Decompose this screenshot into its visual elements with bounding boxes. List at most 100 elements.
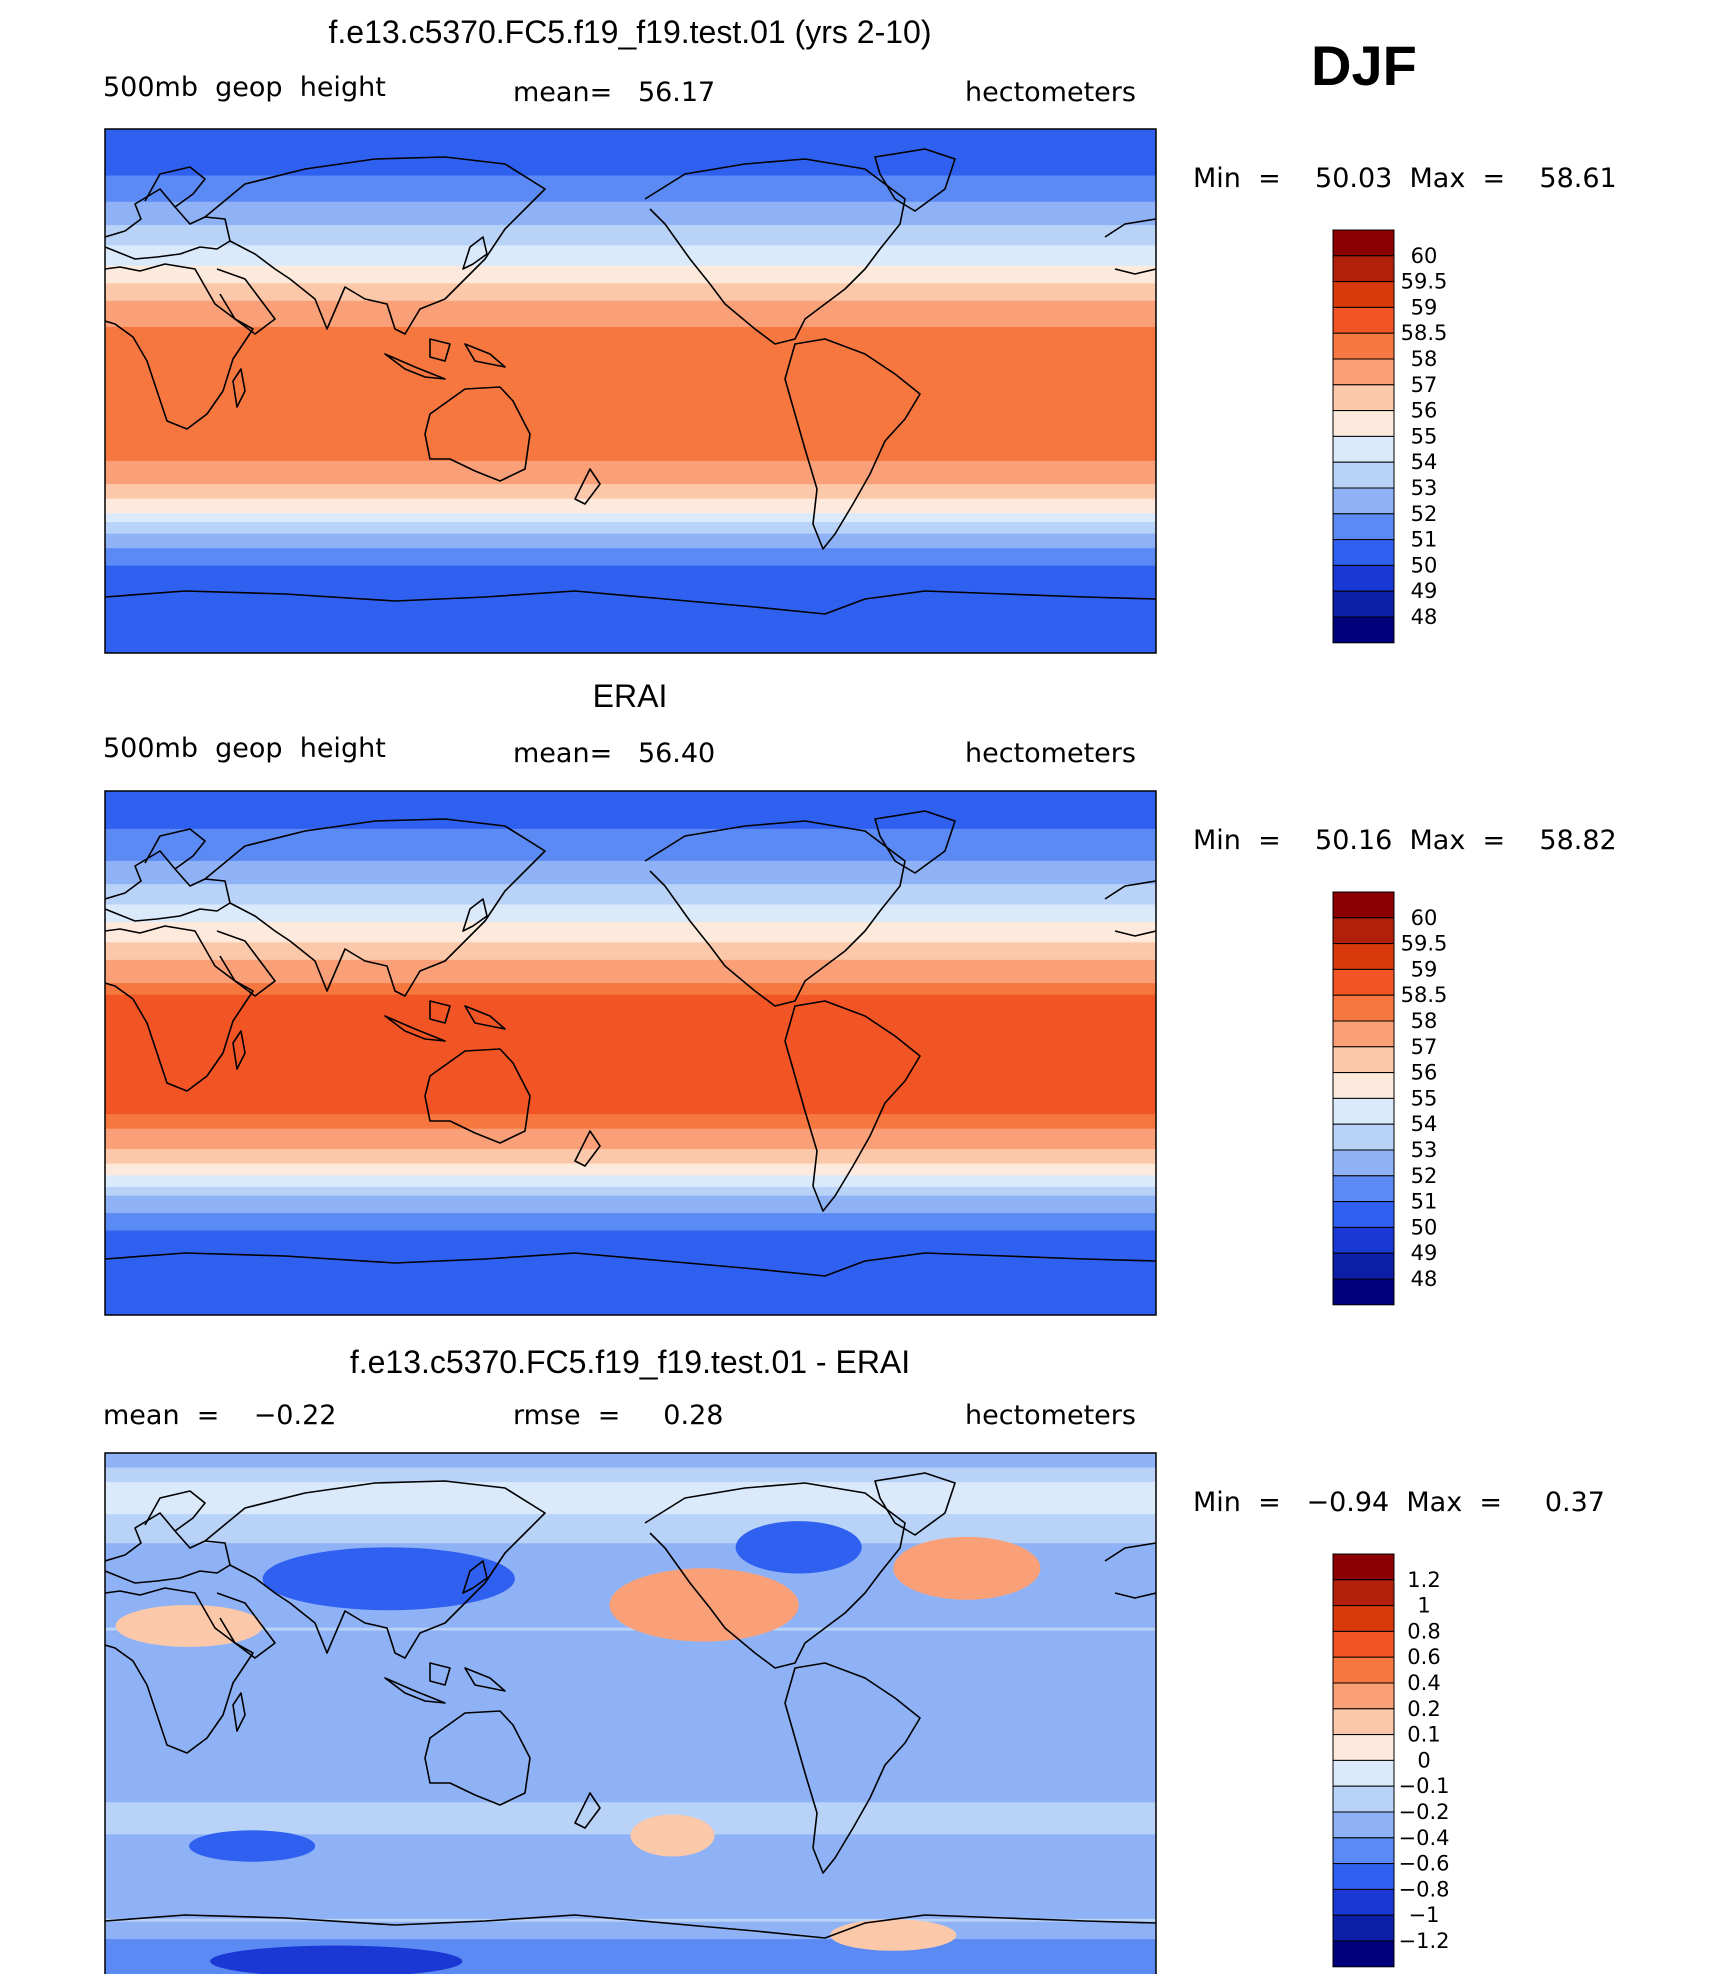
contour-band — [105, 551, 1156, 555]
colorbar-swatch — [1332, 1682, 1395, 1710]
contour-band — [105, 1493, 1156, 1498]
contour-band — [105, 1869, 1156, 1873]
contour-band — [105, 860, 1156, 865]
contour-band — [105, 219, 1156, 223]
contour-band — [105, 793, 1156, 798]
contour-band — [105, 172, 1156, 177]
contour-band — [105, 533, 1156, 538]
contour-band — [105, 1140, 1156, 1144]
contour-band — [105, 1151, 1156, 1156]
contour-band — [105, 1802, 1156, 1806]
contour-band — [105, 1041, 1156, 1045]
contour-band — [105, 936, 1156, 941]
colorbar-tick-label: 0.6 — [1407, 1645, 1440, 1669]
contour-band — [105, 1578, 1156, 1582]
colorbar-tick-label: 58.5 — [1401, 321, 1448, 345]
anomaly-blob — [262, 1547, 515, 1611]
contour-band — [105, 1863, 1156, 1867]
contour-band — [105, 1633, 1156, 1637]
contour-band — [105, 942, 1156, 946]
panel2-units-label: hectometers — [965, 738, 1136, 769]
contour-band — [105, 1787, 1156, 1792]
contour-band — [105, 181, 1156, 185]
contour-band — [105, 315, 1156, 319]
contour-band — [105, 802, 1156, 807]
contour-band — [105, 988, 1156, 993]
contour-band — [105, 620, 1156, 625]
contour-band — [105, 1682, 1156, 1687]
contour-band — [105, 155, 1156, 159]
contour-band — [105, 478, 1156, 482]
contour-band — [105, 492, 1156, 497]
contour-band — [105, 1554, 1156, 1559]
contour-band — [105, 472, 1156, 477]
contour-band — [105, 1038, 1156, 1042]
contour-band — [105, 1476, 1156, 1480]
contour-band — [105, 233, 1156, 238]
contour-band — [105, 1848, 1156, 1853]
contour-band — [105, 1157, 1156, 1162]
colorbar-swatch — [1332, 1149, 1395, 1177]
colorbar-tick-label: −0.2 — [1399, 1800, 1450, 1824]
contour-band — [105, 1840, 1156, 1844]
contour-band — [105, 513, 1156, 517]
colorbar-swatch — [1332, 1201, 1395, 1228]
contour-band — [105, 1557, 1156, 1562]
contour-band — [105, 1805, 1156, 1809]
contour-band — [105, 1053, 1156, 1057]
contour-band — [105, 1738, 1156, 1742]
contour-band — [105, 146, 1156, 150]
contour-band — [105, 1467, 1156, 1472]
contour-band — [105, 1172, 1156, 1176]
contour-band — [105, 1073, 1156, 1077]
colorbar-tick-label: 59.5 — [1401, 270, 1448, 294]
panel1-units-label: hectometers — [965, 77, 1136, 108]
contour-band — [105, 1691, 1156, 1696]
colorbar-tick-label: 1 — [1417, 1594, 1430, 1618]
contour-band — [105, 382, 1156, 386]
contour-band — [105, 1312, 1156, 1315]
contour-band — [105, 1904, 1156, 1908]
contour-band — [105, 1799, 1156, 1803]
contour-band — [105, 1886, 1156, 1891]
colorbar-tick-label: 0.1 — [1407, 1723, 1440, 1747]
contour-band — [105, 586, 1156, 590]
colorbar-swatch — [1332, 968, 1395, 996]
contour-band — [105, 825, 1156, 830]
contour-band — [105, 1767, 1156, 1771]
contour-band — [105, 350, 1156, 354]
contour-band — [105, 974, 1156, 978]
contour-band — [105, 236, 1156, 241]
contour-band — [105, 556, 1156, 561]
contour-band — [105, 1227, 1156, 1232]
colorbar-swatch — [1332, 1046, 1395, 1074]
contour-band — [105, 210, 1156, 215]
contour-band — [105, 612, 1156, 616]
contour-band — [105, 962, 1156, 967]
contour-band — [105, 1020, 1156, 1025]
contour-band — [105, 1653, 1156, 1658]
colorbar-swatch — [1332, 1940, 1395, 1968]
colorbar-tick-label: 59 — [1411, 295, 1438, 319]
contour-band — [105, 1648, 1156, 1652]
contour-band — [105, 277, 1156, 281]
contour-band — [105, 1122, 1156, 1127]
panel1-minmax-label: Min = 50.03 Max = 58.61 — [1193, 163, 1617, 194]
colorbar-tick-label: 53 — [1411, 476, 1438, 500]
contour-band — [105, 1268, 1156, 1272]
contour-band — [105, 1880, 1156, 1885]
contour-band — [105, 300, 1156, 305]
contour-band — [105, 545, 1156, 549]
colorbar-swatch — [1332, 1123, 1395, 1151]
colorbar-tick-label: 56 — [1411, 399, 1438, 423]
contour-band — [105, 457, 1156, 462]
contour-band — [105, 137, 1156, 142]
contour-band — [105, 332, 1156, 337]
contour-band — [105, 420, 1156, 424]
colorbar-swatch — [1332, 410, 1395, 437]
contour-band — [105, 1872, 1156, 1876]
contour-band — [105, 1808, 1156, 1812]
colorbar-tick-label: 54 — [1411, 1112, 1438, 1136]
contour-band — [105, 542, 1156, 546]
